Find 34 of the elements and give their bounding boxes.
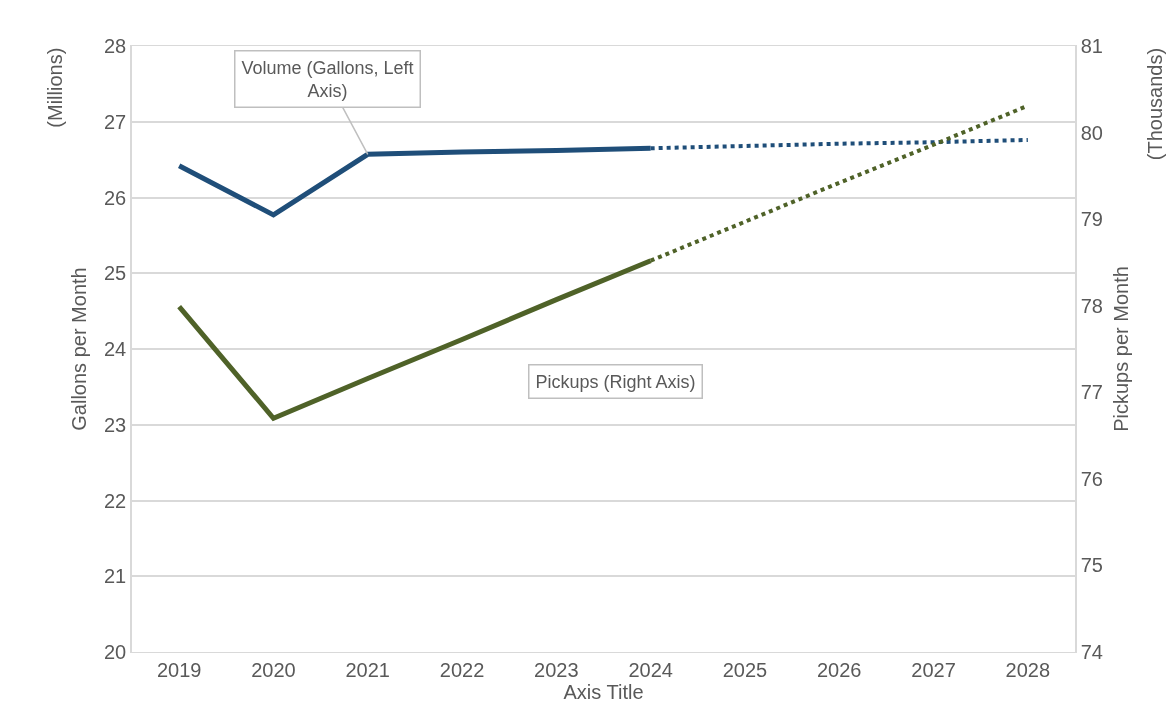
y-tick-label: 26 (104, 186, 127, 209)
y2-axis-title: Pickups per Month (1110, 266, 1132, 432)
y-axis-title: Gallons per Month (68, 267, 90, 431)
y-tick-label: 28 (104, 35, 127, 57)
x-tick-label: 2027 (911, 659, 956, 681)
x-tick-label: 2020 (251, 659, 296, 681)
x-tick-label: 2022 (439, 659, 485, 681)
y-tick-label: 27 (104, 110, 127, 133)
y-tick-label: 25 (104, 262, 127, 285)
y2-tick-label: 76 (1080, 467, 1103, 490)
y-tick-label: 21 (104, 565, 127, 588)
y2-tick-label: 81 (1080, 35, 1103, 57)
text: (Thousands) (1144, 47, 1167, 161)
x-tick-label: 2021 (345, 659, 390, 681)
x-tick-label: 2026 (817, 659, 862, 681)
annotation: Volume (Gallons, Left Axis) (241, 57, 414, 101)
x-tick-label: 2024 (628, 659, 673, 681)
y2-tick-label: 78 (1080, 294, 1103, 317)
y2-tick-label: 75 (1080, 554, 1103, 577)
y2-tick-label: 80 (1080, 121, 1103, 144)
y2-tick-label: 79 (1080, 208, 1103, 231)
y2-tick-label: 74 (1080, 641, 1103, 663)
y-tick-label: 22 (104, 489, 127, 512)
x-tick-label: 2019 (156, 659, 202, 681)
text: (Millions) (43, 47, 66, 128)
x-axis-title: Axis Title (563, 681, 644, 703)
x-tick-label: 2023 (534, 659, 579, 681)
y2-tick-label: 77 (1080, 381, 1103, 404)
y-tick-label: 23 (104, 413, 127, 436)
y-tick-label: 24 (104, 338, 127, 360)
y-tick-label: 20 (104, 641, 127, 663)
annotation: Pickups (Right Axis) (535, 371, 696, 392)
x-tick-label: 2025 (722, 659, 768, 681)
x-tick-label: 2028 (1005, 659, 1051, 681)
